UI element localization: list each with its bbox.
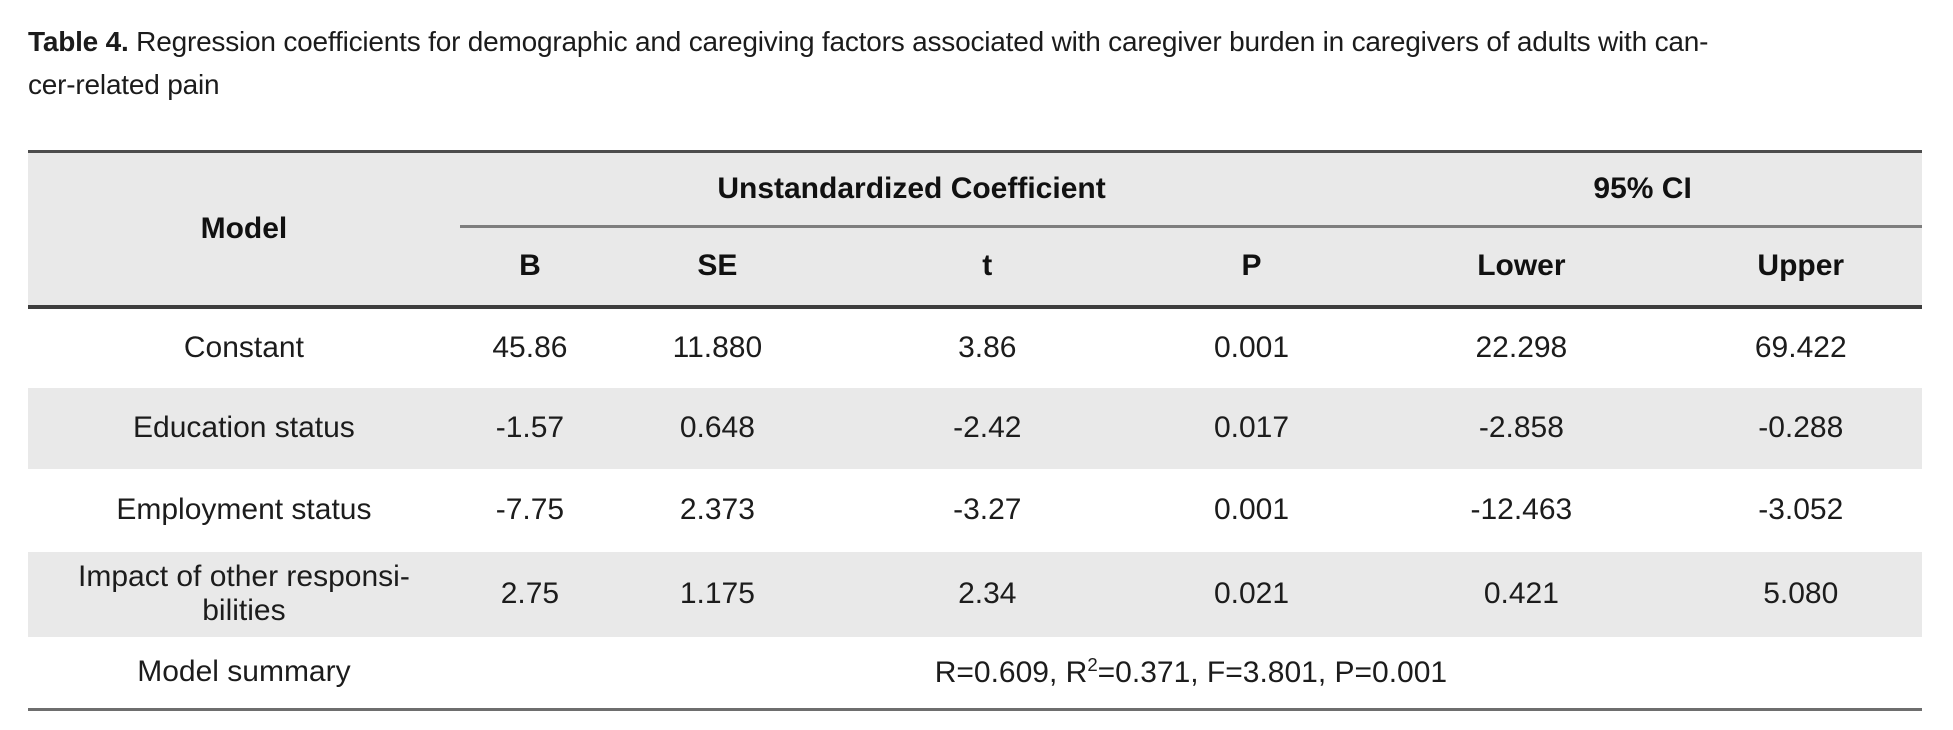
cell-lower: -2.858 (1363, 387, 1680, 469)
cell-p: 0.001 (1139, 306, 1364, 388)
cell-upper: 69.422 (1679, 306, 1922, 388)
cell-model: Employment status (28, 468, 460, 552)
cell-se: 0.648 (599, 387, 835, 469)
cell-p: 0.001 (1139, 468, 1364, 552)
caption-line-1: Table 4. Regression coefficients for dem… (28, 20, 1922, 63)
caption-line-2: cer-related pain (28, 69, 220, 100)
header-se: SE (599, 226, 835, 309)
table-row-model-summary: Model summary R=0.609, R2=0.371, F=3.801… (28, 636, 1922, 710)
cell-b: -7.75 (459, 468, 600, 552)
cell-p: 0.021 (1139, 551, 1364, 637)
summary-post: =0.371, F=3.801, P=0.001 (1097, 656, 1448, 690)
cell-t: -3.27 (834, 468, 1140, 552)
header-group-row: Model Unstandardized Coefficient 95% CI (28, 151, 1922, 309)
table-row-constant: Constant 45.86 11.880 3.86 0.001 22.298 … (28, 306, 1922, 388)
header-b: B (459, 226, 600, 309)
caption-text: Regression coefficients for demographic … (128, 26, 1709, 57)
cell-t: 2.34 (834, 551, 1140, 637)
table-row-impact-of-other-responsibilities: Impact of other responsi- bilities 2.75 … (28, 551, 1922, 637)
cell-se: 11.880 (599, 306, 835, 388)
regression-table: Model Unstandardized Coefficient 95% CI … (28, 150, 1922, 711)
table-caption: Table 4. Regression coefficients for dem… (28, 20, 1922, 106)
cell-model-summary-label: Model summary (28, 636, 460, 710)
cell-se: 2.373 (599, 468, 835, 552)
header-t: t (834, 226, 1140, 309)
cell-model-summary-values: R=0.609, R2=0.371, F=3.801, P=0.001 (459, 636, 1922, 710)
cell-lower: -12.463 (1363, 468, 1680, 552)
cell-model: Education status (28, 387, 460, 469)
cell-t: 3.86 (834, 306, 1140, 388)
header-p: P (1139, 226, 1364, 309)
summary-superscript: 2 (1087, 654, 1098, 676)
table-row-education-status: Education status -1.57 0.648 -2.42 0.017… (28, 387, 1922, 469)
summary-pre: R=0.609, R (934, 656, 1088, 690)
cell-upper: -3.052 (1679, 468, 1922, 552)
cell-b: -1.57 (459, 387, 600, 469)
cell-b: 45.86 (459, 306, 600, 388)
cell-se: 1.175 (599, 551, 835, 637)
header-sub-row: B SE t P Lower Upper (28, 226, 1922, 309)
cell-model: Impact of other responsi- bilities (28, 551, 460, 637)
header-lower: Lower (1363, 226, 1680, 309)
cell-model: Constant (28, 306, 460, 388)
header-group-95-ci: 95% CI (1363, 151, 1922, 228)
cell-upper: 5.080 (1679, 551, 1922, 637)
cell-upper: -0.288 (1679, 387, 1922, 469)
cell-t: -2.42 (834, 387, 1140, 469)
header-group-unstandardized-coefficient: Unstandardized Coefficient (459, 151, 1364, 228)
table-row-employment-status: Employment status -7.75 2.373 -3.27 0.00… (28, 468, 1922, 552)
header-model: Model (28, 151, 460, 309)
caption-table-number: Table 4. (28, 26, 129, 57)
cell-p: 0.017 (1139, 387, 1364, 469)
header-upper: Upper (1679, 226, 1922, 309)
cell-lower: 0.421 (1363, 551, 1680, 637)
cell-lower: 22.298 (1363, 306, 1680, 388)
cell-b: 2.75 (459, 551, 600, 637)
